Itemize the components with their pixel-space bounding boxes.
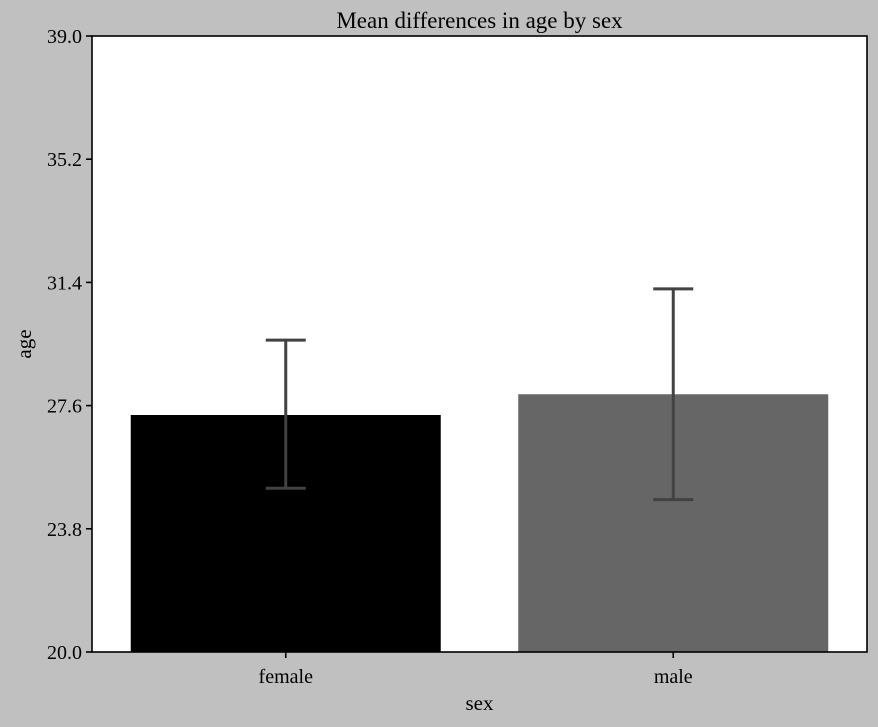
- x-axis-label: sex: [466, 691, 494, 715]
- error-bar-female: [265, 338, 306, 490]
- plot-frame: [91, 35, 868, 653]
- y-tick-label: 39.0: [47, 26, 82, 48]
- y-tick-label: 31.4: [47, 272, 82, 294]
- x-tick-label: male: [654, 666, 693, 688]
- error-bars-layer: [265, 287, 694, 502]
- error-bar-male: [653, 287, 694, 502]
- chart-title: Mean differences in age by sex: [336, 8, 623, 33]
- x-tick-label: female: [259, 666, 314, 688]
- y-tick-label: 35.2: [47, 149, 82, 171]
- y-tick-label: 27.6: [47, 396, 82, 418]
- y-axis-label: age: [12, 329, 36, 358]
- y-tick-label: 23.8: [47, 519, 82, 541]
- y-axis: 20.0 23.8 27.6 31.4 35.2 39.0: [47, 26, 92, 664]
- y-tick-label: 20.0: [47, 642, 82, 664]
- x-axis: female male: [259, 652, 693, 688]
